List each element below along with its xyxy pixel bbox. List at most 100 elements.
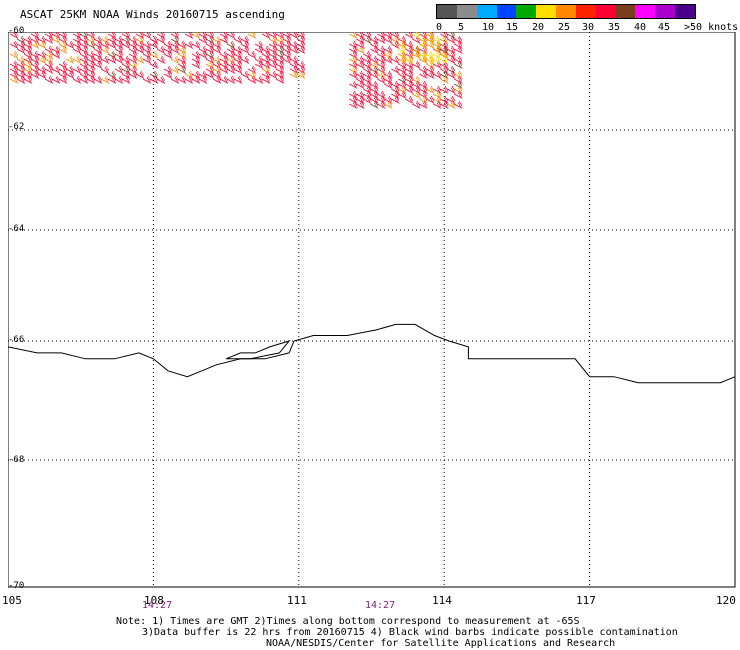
wind-barb [121, 70, 131, 79]
wind-barb [9, 70, 19, 79]
wind-barb [384, 80, 393, 89]
wind-barb [156, 55, 166, 64]
wind-barb [93, 40, 103, 49]
wind-barb [170, 75, 180, 84]
wind-barb [9, 50, 19, 59]
wind-barb [447, 35, 456, 44]
wind-barb [405, 50, 414, 59]
coastline [8, 323, 736, 384]
wind-barb [191, 70, 201, 79]
wind-barb [356, 32, 365, 39]
wind-barb [86, 70, 96, 79]
wind-barb [363, 90, 372, 99]
wind-barb [289, 60, 299, 69]
wind-barb [212, 55, 222, 64]
wind-barb [419, 85, 428, 94]
wind-barb [370, 65, 379, 74]
wind-barb [419, 95, 428, 104]
wind-barb [58, 45, 68, 54]
wind-barb [363, 75, 372, 84]
graticule-grid [8, 32, 735, 587]
wind-barb [391, 35, 400, 44]
wind-barb [198, 45, 208, 54]
wind-barb [356, 45, 365, 54]
wind-barb [254, 75, 264, 84]
wind-barb [447, 55, 456, 64]
wind-barb [370, 35, 379, 44]
wind-barb [282, 50, 292, 59]
wind-barb [58, 65, 68, 74]
wind-barb [275, 75, 285, 84]
wind-barb [142, 75, 152, 84]
wind-barb [349, 55, 358, 64]
wind-barb [447, 32, 456, 39]
wind-barb [51, 32, 61, 39]
wind-barb [226, 40, 236, 49]
wind-barb [226, 60, 236, 69]
wind-barb [93, 50, 103, 59]
wind-barb [384, 45, 393, 54]
time-label: 14:27 [365, 600, 396, 611]
wind-barb [212, 40, 222, 49]
wind-barb [51, 35, 61, 44]
wind-barb [268, 40, 278, 49]
wind-barb [149, 40, 159, 49]
wind-barb [240, 55, 250, 64]
wind-barb [391, 80, 400, 89]
wind-barb [107, 32, 117, 39]
wind-barb [107, 75, 117, 84]
wind-barb [37, 35, 47, 44]
wind-barb [440, 60, 449, 69]
wind-barb [114, 40, 124, 49]
wind-barb [72, 40, 82, 49]
wind-barb [419, 90, 428, 99]
wind-barb [23, 40, 33, 49]
wind-barb [349, 60, 358, 69]
footnotes: Note: 1) Times are GMT 2)Times along bot… [116, 616, 678, 649]
legend-labels: 0 5 10 15 20 25 30 35 40 45 >50 knots [436, 22, 738, 34]
wind-barb [391, 95, 400, 104]
wind-barb [432, 50, 441, 59]
wind-barb [177, 55, 187, 64]
wind-barb [9, 60, 19, 69]
wind-barb [426, 95, 435, 104]
wind-barb [433, 70, 442, 79]
wind-barb [191, 40, 201, 49]
time-label: 14:27 [142, 600, 173, 611]
wind-barb [128, 35, 138, 44]
wind-barb [72, 75, 82, 84]
wind-barb [405, 70, 414, 79]
wind-barb [363, 85, 372, 94]
wind-barb [419, 65, 428, 74]
wind-barb [268, 35, 278, 44]
wind-barb [79, 55, 89, 64]
wind-barb [142, 50, 152, 59]
wind-barb [44, 55, 54, 64]
wind-barb [289, 65, 299, 74]
wind-barb [254, 60, 264, 69]
wind-barb [398, 80, 407, 89]
wind-barb [296, 35, 306, 44]
wind-barb [86, 65, 96, 74]
wind-barb [135, 45, 145, 54]
wind-barb [233, 50, 243, 59]
wind-barb [384, 55, 393, 64]
wind-barb [184, 32, 194, 39]
wind-barb [289, 55, 299, 64]
wind-barb [93, 35, 103, 44]
wind-barb [418, 55, 427, 64]
wind-barb [79, 40, 89, 49]
wind-barb [114, 65, 124, 74]
wind-barb [433, 85, 442, 94]
wind-barb [349, 65, 358, 74]
legend-swatch [655, 5, 676, 18]
wind-barb [170, 65, 180, 74]
lat-label: -60 [8, 26, 25, 36]
wind-barb [363, 55, 372, 64]
wind-barb [212, 60, 222, 69]
wind-barb [205, 45, 215, 54]
wind-barb [44, 75, 54, 84]
wind-barb [149, 50, 159, 59]
wind-barb [275, 50, 285, 59]
wind-barb [356, 70, 365, 79]
